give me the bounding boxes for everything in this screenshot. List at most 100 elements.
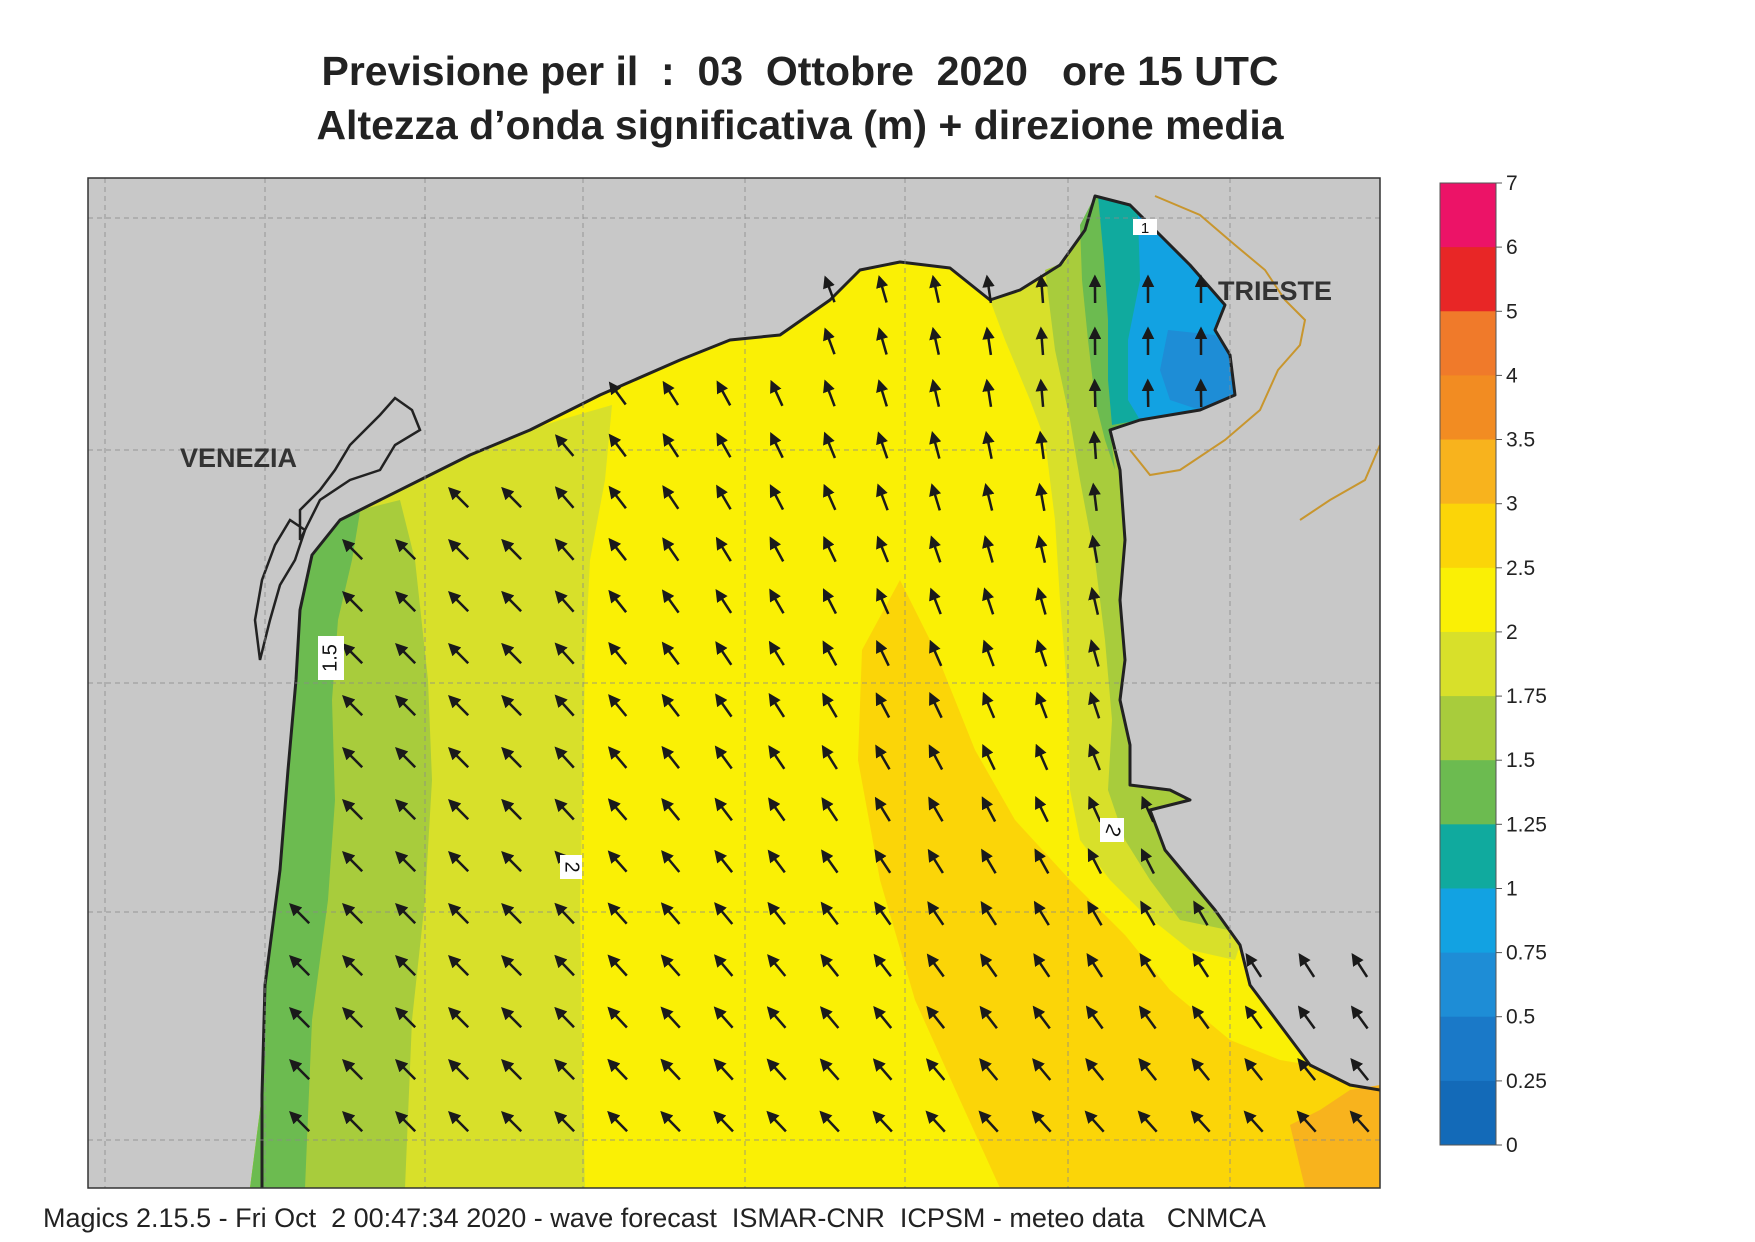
wave-arrow (660, 1006, 681, 1029)
wave-arrow (823, 327, 836, 355)
wave-arrow (501, 642, 522, 665)
wave-arrow (1138, 1005, 1157, 1030)
wave-arrow (928, 744, 944, 771)
wave-arrow (1297, 1057, 1317, 1081)
wave-arrow (607, 1058, 628, 1081)
wave-arrow (981, 796, 997, 823)
wave-arrow (822, 588, 838, 615)
wave-arrow (925, 1058, 946, 1081)
wave-arrow (1032, 1005, 1051, 1030)
wave-arrow (554, 642, 575, 665)
band-2-5-to-3 (858, 580, 1380, 1188)
wave-arrow (876, 483, 889, 511)
wave-arrow (1190, 1110, 1211, 1133)
wave-arrow (1087, 900, 1103, 926)
wave-arrow (1349, 1110, 1370, 1133)
wave-arrow (289, 1059, 311, 1081)
colorbar-swatch (1440, 247, 1496, 312)
border-line (1129, 195, 1380, 521)
wave-arrow (448, 487, 470, 509)
wave-arrow (1087, 848, 1103, 875)
wave-arrow (1086, 953, 1104, 978)
wave-arrow (819, 1110, 840, 1133)
wave-arrow (929, 274, 942, 303)
wave-arrow (929, 692, 943, 719)
wave-arrow (876, 275, 889, 303)
wave-arrow (819, 1006, 840, 1029)
wave-arrow (554, 486, 575, 509)
wave-arrow (448, 1007, 470, 1029)
wave-arrow (501, 1007, 523, 1029)
colorbar-tick-label: 2.5 (1506, 557, 1535, 580)
wave-arrow (395, 799, 417, 821)
wave-arrow (768, 692, 786, 718)
wave-arrow (769, 484, 785, 511)
wave-arrow (342, 591, 364, 613)
colorbar-swatch (1440, 631, 1496, 697)
wave-arrow (982, 587, 995, 615)
wave-arrow (872, 1110, 893, 1133)
wave-arrow (927, 848, 944, 874)
wave-arrow (1033, 953, 1051, 978)
wave-arrow (1088, 534, 1101, 564)
map-frame (87, 177, 1381, 1189)
wave-arrow (1035, 587, 1048, 615)
wave-arrow (448, 955, 470, 977)
colorbar-tick-label: 1 (1506, 878, 1518, 901)
coastline (260, 194, 1380, 1188)
wave-arrow (662, 537, 680, 562)
wave-arrow (716, 484, 732, 510)
wave-arrow (607, 902, 628, 925)
wave-arrow (395, 1111, 417, 1133)
wave-arrow (554, 746, 575, 769)
wave-arrow (823, 379, 836, 407)
wave-arrow (448, 1059, 470, 1081)
wave-arrow (661, 641, 680, 666)
wave-arrow (875, 692, 891, 719)
wave-arrow (342, 799, 364, 821)
wave-arrow (1244, 1057, 1264, 1081)
wave-arrow (929, 378, 942, 407)
wave-arrow (607, 850, 628, 873)
wave-arrow (822, 640, 838, 666)
colorbar-tick-label: 2 (1506, 621, 1518, 644)
colorbar-swatch (1440, 760, 1496, 825)
wave-arrow (660, 902, 681, 925)
wave-arrow (608, 485, 627, 510)
wave-arrow (874, 901, 892, 926)
wave-arrow (1191, 1057, 1211, 1081)
colorbar-tick-label: 4 (1506, 364, 1518, 387)
wave-arrow (342, 539, 364, 561)
wave-arrow (769, 536, 785, 562)
wave-arrow (927, 901, 945, 926)
wave-arrow (342, 747, 364, 769)
wave-arrow (448, 747, 470, 769)
wave-arrow (448, 591, 470, 613)
colorbar-swatch (1440, 1016, 1496, 1082)
wave-arrow (716, 432, 732, 458)
title-line-1: Previsione per il : 03 Ottobre 2020 ore … (321, 48, 1279, 94)
wave-arrow (714, 745, 733, 770)
wave-arrow (822, 692, 838, 718)
colorbar-tick-label: 0.75 (1506, 942, 1547, 965)
colorbar-swatch (1440, 439, 1496, 505)
map-area: 1 1.5 2 2 VENEZIA TRIESTE (88, 178, 1380, 1188)
wave-arrow (1035, 691, 1048, 719)
wave-arrow (607, 798, 628, 821)
wave-arrow (823, 275, 836, 303)
wave-arrow (715, 693, 733, 718)
wave-arrow (395, 851, 417, 873)
wave-arrow (1350, 1005, 1369, 1030)
colorbar-swatch (1440, 1080, 1496, 1146)
wave-arrow (768, 640, 785, 666)
wave-arrow (766, 1006, 787, 1029)
wave-arrow (821, 849, 839, 874)
contour-label-bg (1100, 818, 1124, 842)
wave-arrow (715, 536, 732, 562)
wave-arrow (1088, 430, 1102, 460)
wave-arrow (342, 1059, 364, 1081)
wave-arrow (501, 1059, 523, 1081)
wave-arrow (1243, 1110, 1264, 1133)
wave-arrow (821, 797, 839, 822)
colorbar-swatch (1440, 952, 1496, 1018)
